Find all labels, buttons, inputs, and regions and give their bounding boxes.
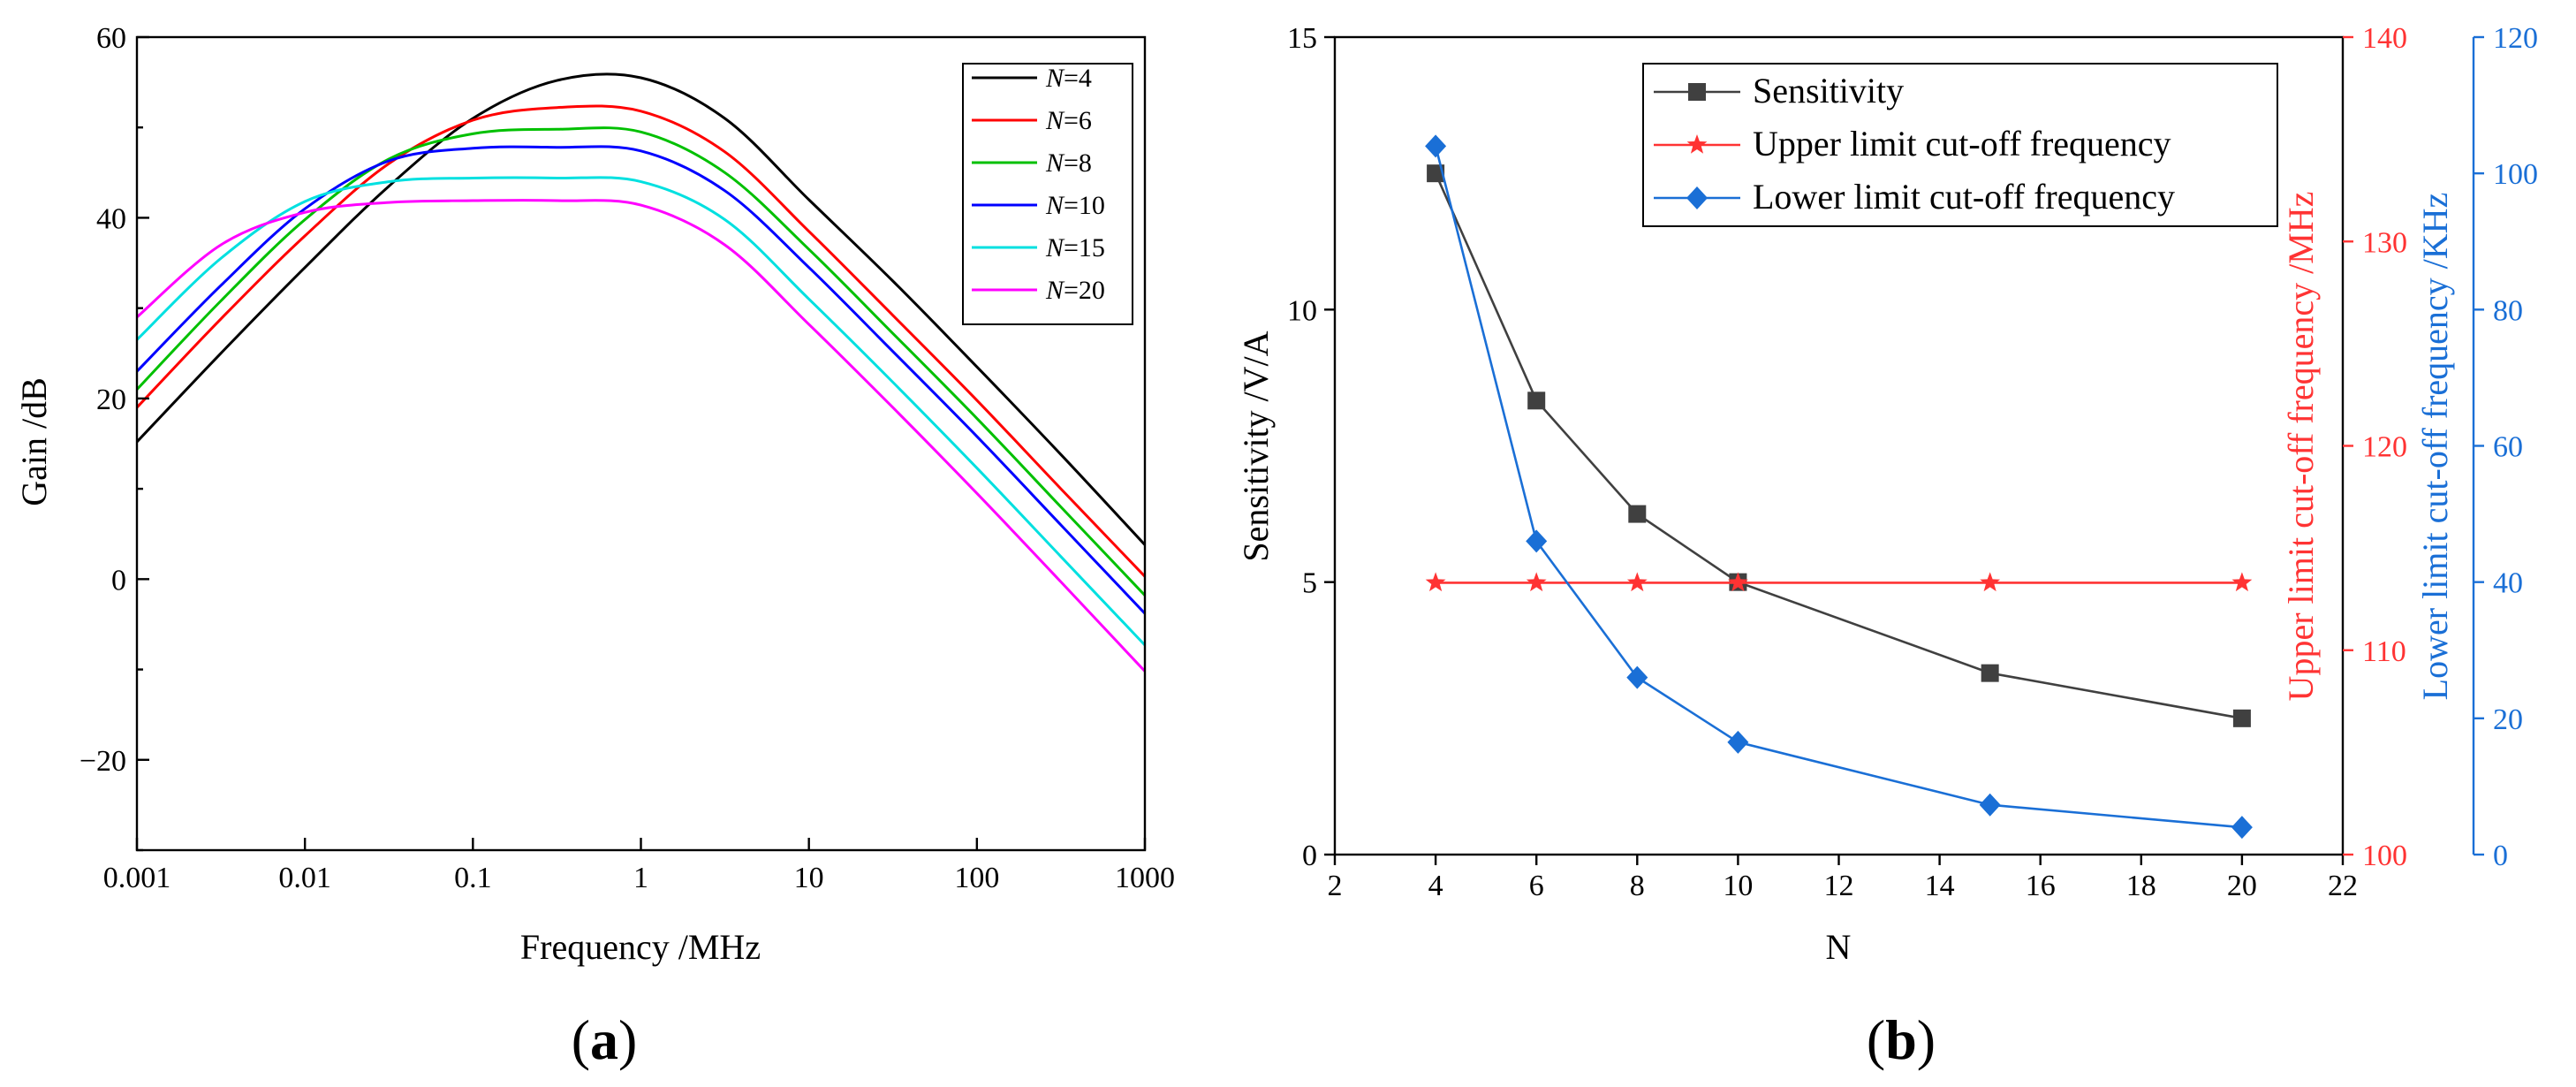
- panel-b-left-y-tick-label: 15: [1287, 22, 1317, 55]
- panel-a-legend: N=4 N=6 N=8 N=10 N=15 N=20: [962, 63, 1133, 325]
- panel-a-legend-entry: N=6: [1045, 106, 1092, 135]
- panel-b-data-point: [1728, 572, 1748, 592]
- panel-b-data-point: [1527, 391, 1546, 410]
- panel-b-x-tick-label: 18: [2126, 870, 2156, 902]
- panel-b-data-point: [1425, 134, 1447, 158]
- panel-b-data-point: [1979, 793, 2001, 817]
- panel-b-legend-entry: Upper limit cut-off frequency: [1753, 124, 2171, 163]
- panel-a-x-tick-label: 0.01: [278, 862, 331, 894]
- panel-b-series-line: [1434, 172, 2243, 720]
- panel-a-series-line: [137, 72, 1145, 546]
- panel-b-data-point: [1626, 665, 1648, 689]
- panel-b-right-y-tick-label-upper: 140: [2362, 22, 2407, 55]
- panel-a-x-axis-label: Frequency /MHz: [520, 927, 761, 967]
- panel-a-y-tick-label: 40: [96, 202, 126, 235]
- panel-a-y-tick-label: 20: [96, 384, 126, 416]
- panel-b-right-y-axis-label-upper: Upper limit cut-off frequency /MHz: [2281, 192, 2321, 702]
- panel-b-x-tick-label: 22: [2328, 870, 2358, 902]
- panel-a-series-line: [137, 176, 1145, 647]
- panel-a-legend-entry: N=4: [1045, 64, 1092, 93]
- panel-b-data-point: [1981, 664, 1999, 682]
- panel-b-x-axis-label: N: [1826, 927, 1852, 967]
- panel-b-right-y-tick-label-lower: 20: [2493, 703, 2523, 736]
- panel-a-y-tick-label: 0: [111, 564, 126, 597]
- panel-b-x-tick-label: 12: [1824, 870, 1854, 902]
- panel-b-left-y-tick-label: 10: [1287, 294, 1317, 327]
- panel-b-legend-marker: [1688, 83, 1706, 101]
- panel-b-left-y-axis-label: Sensitivity /V/A: [1236, 331, 1276, 561]
- panel-a-legend-box: [962, 63, 1133, 325]
- panel-a-x-tick-label: 100: [954, 862, 999, 894]
- panel-b-x-tick-label: 16: [2026, 870, 2056, 902]
- panel-a-series-line: [137, 126, 1145, 597]
- panel-a-x-tick-label: 1000: [1115, 862, 1175, 894]
- panel-b-right-y-tick-label-lower: 0: [2493, 840, 2508, 872]
- panel-a-y-tick-label: −20: [80, 745, 126, 778]
- panel-b-legend-entry: Sensitivity: [1753, 71, 1904, 110]
- panel-b-data-point: [1526, 529, 1548, 553]
- panel-a-caption-label: (a): [572, 1008, 638, 1071]
- panel-b-caption-label: (b): [1867, 1008, 1936, 1071]
- panel-a-series-line: [137, 104, 1145, 578]
- panel-b-data-point: [2232, 709, 2251, 727]
- panel-b-right-y-tick-label-lower: 100: [2493, 158, 2538, 191]
- panel-a-y-tick-label: 60: [96, 22, 126, 55]
- panel-b-right-y-tick-label-lower: 40: [2493, 567, 2523, 600]
- panel-b-right-y-axis-label-lower: Lower limit cut-off frequency /KHz: [2415, 193, 2455, 701]
- panel-b-data-point: [1425, 572, 1446, 592]
- panel-b-right-y-tick-label-lower: 60: [2493, 431, 2523, 464]
- panel-b-data-point: [1526, 572, 1547, 592]
- panel-b-right-y-tick-label-upper: 130: [2362, 226, 2407, 259]
- panel-b-data-point: [1628, 505, 1647, 523]
- panel-a-series-line: [137, 199, 1145, 673]
- panel-b-sensitivity-chart: 2 4 6 8 10 12 14 16 18 20 22 0 5 10 15 100 110 120 130 140 0…: [1236, 22, 2538, 1071]
- panel-b-x-tick-label: 8: [1630, 870, 1645, 902]
- panel-b-right-y-tick-label-lower: 120: [2493, 22, 2538, 55]
- panel-a-x-tick-label: 0.001: [103, 862, 171, 894]
- panel-b-data-point: [1980, 572, 2001, 592]
- panel-a-legend-entry: N=15: [1045, 233, 1105, 262]
- panel-b-data-point: [1626, 572, 1648, 592]
- panel-a-legend-entry: N=8: [1045, 148, 1092, 178]
- panel-b-left-y-tick-label: 0: [1302, 840, 1317, 872]
- panel-a-legend-entry: N=20: [1045, 276, 1105, 305]
- panel-b-x-tick-label: 14: [1925, 870, 1955, 902]
- panel-b-right-y-tick-label-lower: 80: [2493, 294, 2523, 327]
- panel-b-legend-entry: Lower limit cut-off frequency: [1753, 177, 2175, 217]
- panel-a-legend-entry: N=10: [1045, 191, 1105, 220]
- panel-a-series-line: [137, 145, 1145, 615]
- panel-a-x-tick-label: 0.1: [454, 862, 492, 894]
- panel-b-x-tick-label: 10: [1723, 870, 1753, 902]
- panel-b-data-point: [1727, 730, 1749, 754]
- panel-a-x-tick-label: 1: [633, 862, 648, 894]
- panel-b-x-tick-label: 20: [2227, 870, 2257, 902]
- panel-b-right-y-tick-label-upper: 110: [2362, 635, 2406, 668]
- panel-b-x-tick-label: 6: [1529, 870, 1544, 902]
- panel-b-data-point: [2231, 572, 2253, 592]
- panel-b-legend: Sensitivity Upper limit cut-off frequency…: [1642, 63, 2278, 227]
- panel-a-y-axis-label: Gain /dB: [14, 377, 54, 506]
- panel-b-legend-marker: [1686, 186, 1708, 209]
- panel-a-gain-chart: 0.001 0.01 0.1 1 10 100 1000 60 40 20 0 −20 Frequen…: [14, 22, 1175, 1071]
- panel-b-right-y-tick-label-upper: 100: [2362, 840, 2407, 872]
- panel-a-x-tick-label: 10: [794, 862, 824, 894]
- panel-b-legend-box: [1642, 63, 2278, 227]
- panel-b-legend-marker: [1686, 134, 1708, 154]
- panel-b-x-tick-label: 2: [1328, 870, 1343, 902]
- panel-b-left-y-tick-label: 5: [1302, 567, 1317, 600]
- panel-b-right-y-tick-label-upper: 120: [2362, 431, 2407, 464]
- panel-b-data-point: [2231, 816, 2253, 840]
- panel-b-x-tick-label: 4: [1428, 870, 1443, 902]
- panel-b-series-line: [1434, 145, 2243, 829]
- panel-b-data-point: [1427, 164, 1445, 183]
